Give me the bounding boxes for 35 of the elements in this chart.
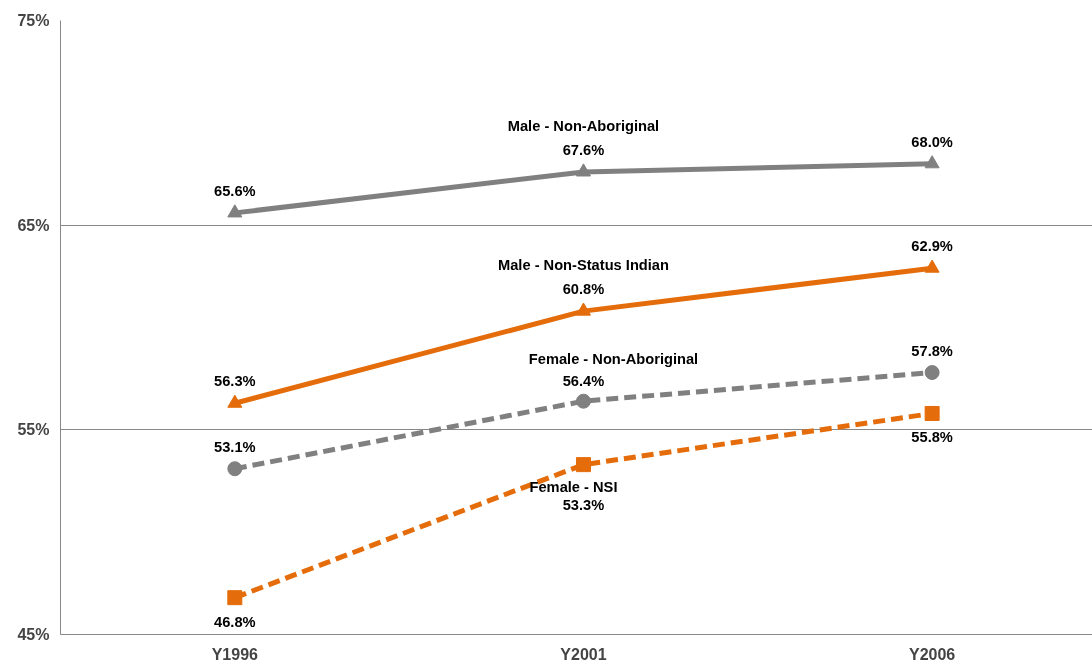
data-label: 57.8% bbox=[911, 342, 953, 359]
point bbox=[575, 302, 591, 316]
point bbox=[575, 163, 591, 177]
point bbox=[575, 393, 591, 409]
data-label: 53.3% bbox=[562, 496, 605, 513]
data-label: 62.9% bbox=[911, 238, 953, 255]
point bbox=[227, 590, 243, 606]
point bbox=[227, 461, 243, 477]
data-label: 67.6% bbox=[562, 141, 605, 158]
point bbox=[575, 457, 591, 473]
data-label: 68.0% bbox=[911, 133, 953, 150]
data-label: 56.4% bbox=[562, 373, 605, 390]
x-tick-label: Y2001 bbox=[560, 645, 607, 663]
data-label: 60.8% bbox=[562, 281, 605, 298]
y-tick-label: 65% bbox=[17, 216, 50, 234]
series-label: Female - Non-Aboriginal bbox=[528, 351, 699, 368]
point bbox=[924, 405, 940, 421]
point bbox=[227, 394, 243, 408]
x-tick-label: Y2006 bbox=[908, 645, 956, 663]
data-label: 65.6% bbox=[214, 182, 256, 199]
y-tick-label: 75% bbox=[17, 12, 50, 29]
series-label: Male - Non-Status Indian bbox=[497, 257, 670, 274]
point bbox=[227, 204, 243, 218]
data-label: 56.3% bbox=[214, 373, 256, 390]
series-label: Female - NSI bbox=[529, 478, 618, 495]
point bbox=[924, 155, 940, 169]
data-label: 53.1% bbox=[214, 438, 256, 455]
x-tick-label: Y1996 bbox=[211, 645, 259, 663]
data-label: 55.8% bbox=[911, 429, 953, 446]
data-label: 46.8% bbox=[214, 613, 256, 630]
y-tick-label: 45% bbox=[17, 626, 50, 643]
point bbox=[924, 365, 940, 381]
y-tick-label: 55% bbox=[17, 421, 50, 439]
text: Male - Non-Aboriginal bbox=[507, 117, 660, 134]
point bbox=[924, 259, 940, 273]
